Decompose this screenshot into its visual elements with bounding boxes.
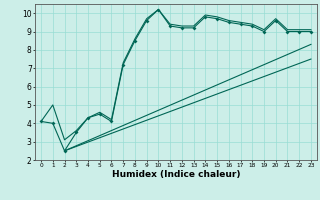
X-axis label: Humidex (Indice chaleur): Humidex (Indice chaleur) [112, 170, 240, 179]
